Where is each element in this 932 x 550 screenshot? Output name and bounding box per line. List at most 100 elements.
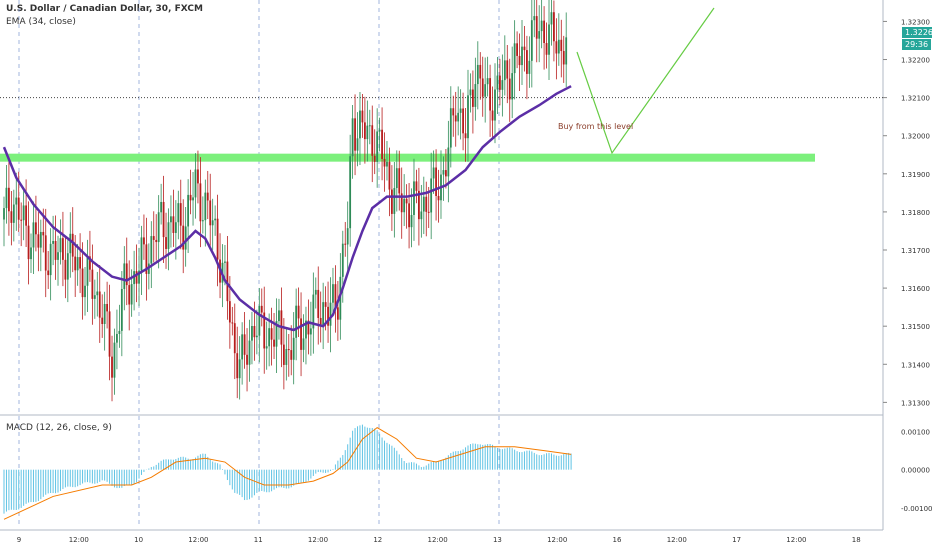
candle-body [540,20,543,32]
candle-body [356,138,359,151]
price-tick-label: 1.31400 [901,361,930,369]
candle-body [400,193,403,213]
candle-body [103,303,106,324]
candle-body [297,305,300,319]
candle-body [125,263,128,286]
candle-body [562,51,565,65]
candle-body [54,241,57,260]
candle-body [35,222,37,235]
candle-body [116,333,118,343]
candle-body [464,133,467,139]
candle-body [189,194,192,201]
candle-body [226,261,229,302]
candle-body [395,168,398,189]
candle-body [211,220,214,226]
ema-legend: EMA (34, close) [6,17,76,27]
candle-body [123,263,126,290]
candle-body [214,218,217,221]
projection-path [576,7,715,155]
candle-body [201,220,204,222]
candle-body [135,271,138,284]
price-tick-label: 1.32000 [901,133,930,141]
candle-body [101,317,104,324]
candle-body [287,348,290,351]
price-tick-label: 1.31700 [901,247,930,255]
candle-body [368,125,371,127]
candle-body [386,161,388,167]
candle-body [322,302,325,326]
candle-body [79,257,82,269]
candle-body [39,231,42,248]
candle-body [258,305,261,336]
candle-body [98,291,101,318]
macd-tick-label: 0.00000 [901,467,930,475]
candle-body [538,31,541,39]
candle-body [268,328,271,347]
candle-body [543,20,545,44]
candle-body [314,289,317,295]
time-tick-label: 12 [373,536,382,544]
candle-body [528,60,531,74]
candle-body [130,284,133,305]
candle-body [449,108,452,148]
candle-body [248,340,251,365]
candle-body [62,238,64,260]
candle-body [32,222,35,248]
candle-body [523,46,526,51]
candle-body [378,129,381,132]
candle-body [481,78,484,97]
candle-body [327,306,329,326]
candle-body [324,302,327,307]
time-tick-label: 12:00 [786,536,806,544]
candle-body [86,256,89,286]
candle-body [376,131,379,162]
candle-body [479,64,482,79]
candle-body [349,156,352,229]
candle-body [403,198,406,213]
candle-body [410,214,413,228]
candle-body [12,204,15,223]
candle-body [17,197,20,220]
candle-body [312,294,315,329]
candle-body [57,252,59,260]
candle-body [361,110,364,123]
candle-body [484,84,487,97]
candle-body [265,346,268,349]
candle-body [27,225,30,260]
candle-body [238,359,241,379]
candle-body [373,155,376,162]
candle-body [52,241,54,244]
candle-body [199,183,202,222]
candle-body [290,350,293,360]
candle-body [236,353,239,379]
candle-body [30,247,32,260]
candle-body [432,167,435,179]
candle-body [459,108,462,113]
candle-body [270,328,273,340]
candle-body [494,89,496,121]
candle-body [192,197,194,201]
candle-body [447,147,450,177]
candle-body [162,201,165,238]
candle-body [113,342,116,378]
candle-body [251,326,253,341]
price-tick-label: 1.31500 [901,323,930,331]
candle-body [8,187,10,212]
candle-body [388,161,391,190]
time-tick-label: 12:00 [69,536,89,544]
candle-body [359,110,361,139]
last-price-tag: 1.32266 [902,27,932,38]
candle-body [216,218,219,260]
macd-legend: MACD (12, 26, close, 9) [6,423,112,433]
candle-body [108,311,111,357]
candle-body [422,196,425,212]
candle-body [209,200,212,226]
candle-body [363,122,366,140]
candle-body [393,188,396,214]
candle-body [44,235,47,271]
time-tick-label: 12:00 [428,536,448,544]
candle-body [467,95,469,139]
candle-body [344,243,347,245]
time-tick-label: 12:00 [308,536,328,544]
